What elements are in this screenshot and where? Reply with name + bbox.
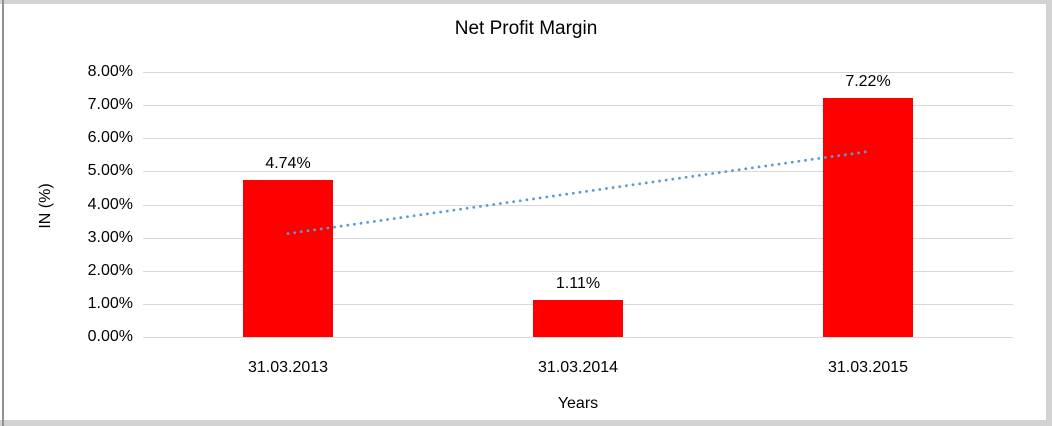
gridline (143, 138, 1013, 139)
bar (823, 98, 913, 337)
frame-border-left (2, 0, 4, 426)
bar (243, 180, 333, 337)
frame-border-top (0, 0, 1052, 4)
y-tick-label: 3.00% (87, 229, 133, 246)
y-tick-label: 8.00% (87, 63, 133, 80)
y-tick-label: 5.00% (87, 162, 133, 179)
y-tick-label: 0.00% (87, 328, 133, 345)
gridline (143, 271, 1013, 272)
frame-border-bottom (0, 420, 1052, 426)
gridline (143, 337, 1013, 338)
x-tick-label: 31.03.2014 (537, 359, 619, 376)
x-tick-label: 31.03.2013 (247, 359, 329, 376)
y-tick-label: 1.00% (87, 295, 133, 312)
x-axis-title: Years (557, 395, 599, 412)
bar-value-label: 7.22% (845, 73, 891, 90)
bar (533, 300, 623, 337)
x-tick-label: 31.03.2015 (827, 359, 909, 376)
y-tick-label: 4.00% (87, 196, 133, 213)
y-tick-label: 2.00% (87, 262, 133, 279)
y-axis-title: IN (%) (37, 183, 54, 229)
bar-value-label: 1.11% (555, 275, 601, 292)
bar-value-label: 4.74% (265, 155, 311, 172)
chart-title: Net Profit Margin (454, 18, 598, 39)
frame-border-right (1046, 0, 1052, 426)
y-tick-label: 6.00% (87, 129, 133, 146)
gridline (143, 105, 1013, 106)
gridline (143, 72, 1013, 73)
gridline (143, 238, 1013, 239)
y-tick-label: 7.00% (87, 96, 133, 113)
